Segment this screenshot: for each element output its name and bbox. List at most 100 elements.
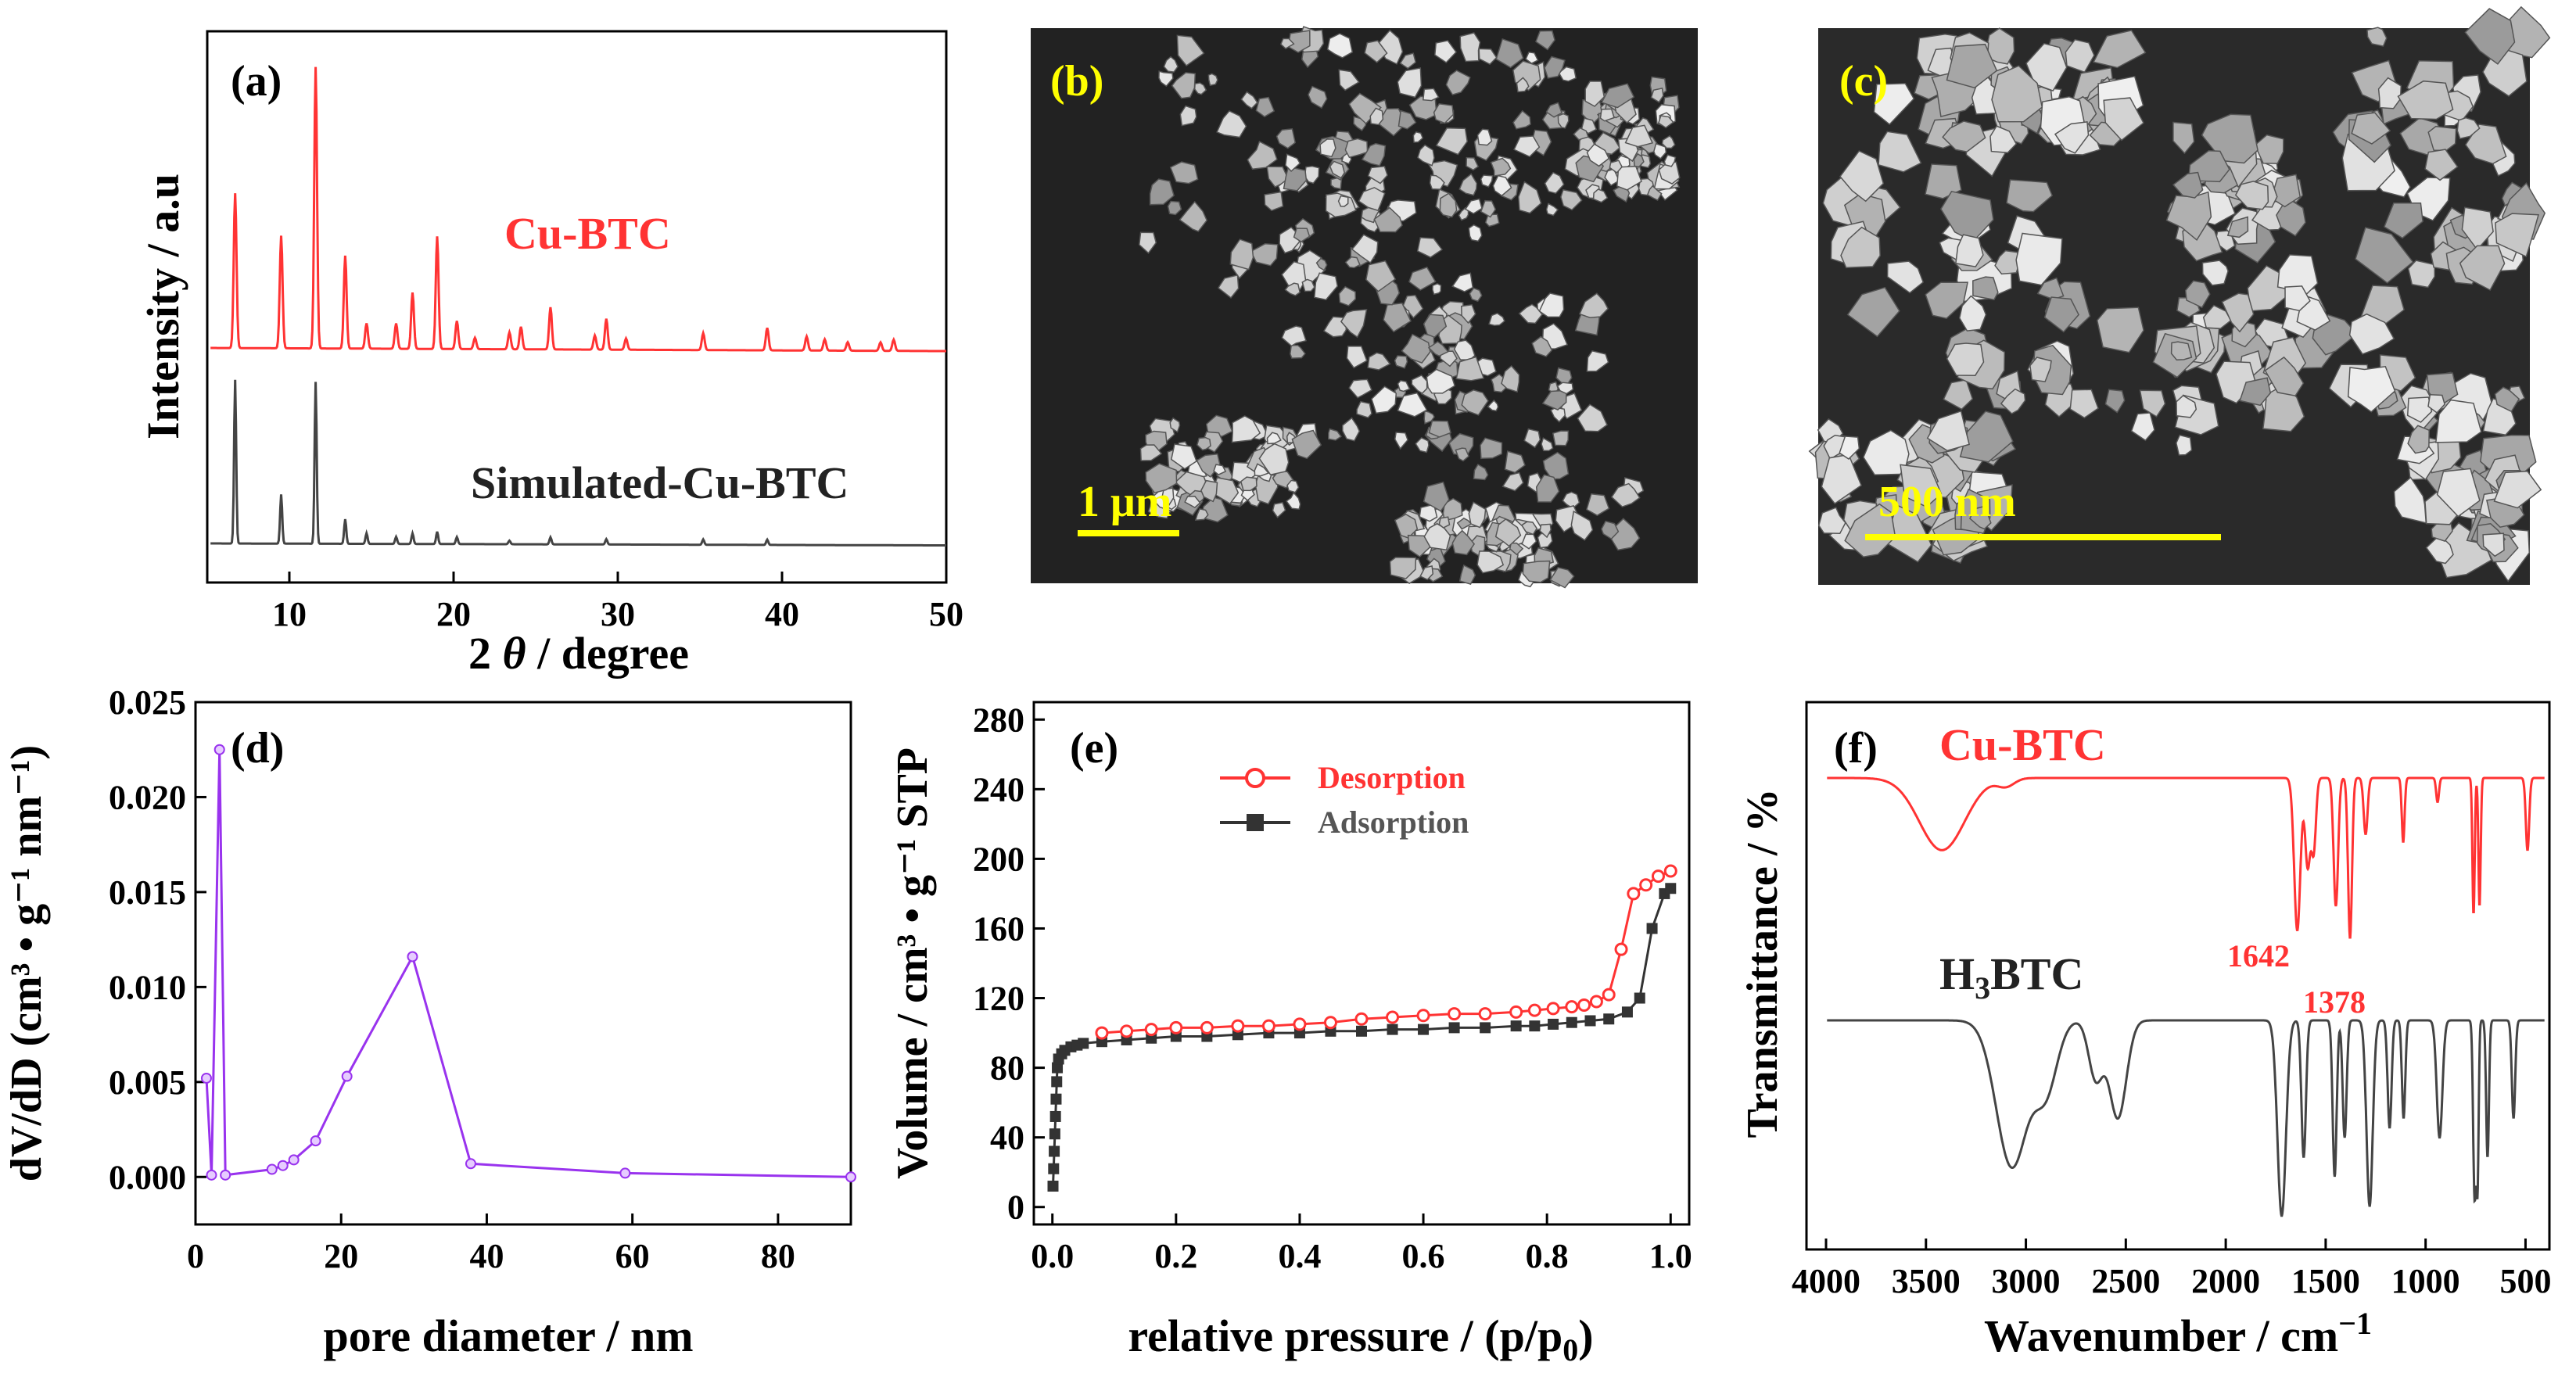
panel-f-xlabel: Wavenumber / cm−1 bbox=[1984, 1306, 2372, 1361]
panel-f-ylabel: Transmittance / % bbox=[1738, 789, 1787, 1138]
sem-particle bbox=[1478, 48, 1498, 66]
sem-particle bbox=[1592, 188, 1609, 203]
panel-e-ylabel: Volume / cm³ • g⁻¹ STP bbox=[888, 747, 937, 1179]
panel-e-adsorption-point bbox=[1621, 1006, 1633, 1018]
sem-particle bbox=[1586, 493, 1610, 517]
panel-e-desorption-point bbox=[1546, 1002, 1560, 1016]
panel-e-desorption-point bbox=[1200, 1020, 1214, 1034]
sem-particle bbox=[1577, 403, 1608, 432]
sem-particle bbox=[2348, 313, 2395, 355]
panel-e-adsorption-point bbox=[1418, 1023, 1430, 1035]
sem-particle bbox=[1545, 203, 1559, 217]
sem-particle bbox=[1584, 81, 1606, 107]
panel-f-label: (f) bbox=[1834, 724, 1878, 773]
sem-particle bbox=[1650, 87, 1664, 103]
sem-particle bbox=[1326, 33, 1354, 59]
sem-particle bbox=[1356, 400, 1372, 418]
panel-f-ticks: 4000 3500 3000 2500 2000 1500 1000 500 bbox=[1792, 1239, 2551, 1300]
sem-particle bbox=[1442, 497, 1463, 522]
sem-particle bbox=[1344, 256, 1361, 269]
panel-e-y-tick-label: 80 bbox=[990, 1049, 1024, 1088]
sem-particle bbox=[2276, 254, 2319, 295]
sem-particle bbox=[1364, 40, 1388, 63]
panel-e-desorption-point bbox=[1577, 998, 1591, 1012]
sem-particle bbox=[2172, 121, 2195, 155]
sem-particle bbox=[1490, 157, 1512, 177]
sem-particle bbox=[1397, 109, 1417, 130]
panel-e-desorption-point bbox=[1627, 887, 1641, 901]
panel-f-cubtc-label: Cu-BTC bbox=[1939, 719, 2106, 770]
sem-particle bbox=[1348, 92, 1382, 125]
panel-e-adsorption-point bbox=[1584, 1015, 1596, 1027]
sem-particle bbox=[1573, 127, 1589, 141]
panel-e-adsorption-point bbox=[1646, 923, 1658, 934]
sem-particle bbox=[2456, 117, 2481, 140]
sem-particle bbox=[1455, 356, 1485, 382]
sem-particle bbox=[1541, 322, 1569, 350]
panel-d-point bbox=[200, 1072, 212, 1084]
sem-particle bbox=[2360, 285, 2405, 325]
panel-e-desorption-point bbox=[1663, 864, 1677, 878]
sem-particle bbox=[1313, 272, 1339, 301]
sem-particle bbox=[1466, 156, 1480, 171]
sem-particle bbox=[2234, 181, 2269, 210]
sem-particle bbox=[2495, 213, 2539, 258]
sem-particle bbox=[1158, 70, 1174, 88]
panel-a-x-tick-label: 10 bbox=[272, 595, 307, 633]
sem-particle bbox=[2397, 80, 2454, 120]
legend-desorption-label: Desorption bbox=[1318, 760, 1466, 795]
legend-adsorption-marker bbox=[1247, 814, 1264, 831]
sem-particle bbox=[1862, 429, 1910, 475]
panel-d-x-tick-label: 80 bbox=[761, 1237, 795, 1275]
panel-e-adsorption-point bbox=[1480, 1022, 1491, 1034]
sem-particle bbox=[1285, 491, 1301, 511]
sem-particle bbox=[1401, 333, 1431, 364]
sem-particle bbox=[1291, 429, 1322, 460]
panel-a-x-tick-label: 40 bbox=[765, 595, 799, 633]
panel-e-adsorption-point bbox=[1052, 1062, 1064, 1074]
sem-particle bbox=[1535, 30, 1555, 51]
sem-particle bbox=[2464, 8, 2516, 65]
panel-e-adsorption-point bbox=[1049, 1128, 1060, 1140]
panel-a-x-tick-label: 20 bbox=[436, 595, 471, 633]
panel-e-desorption-point bbox=[1565, 1000, 1579, 1014]
sem-particle bbox=[1560, 188, 1583, 211]
sem-particle bbox=[1383, 302, 1412, 333]
sem-particle bbox=[1817, 507, 1846, 535]
sem-particle bbox=[1943, 378, 1974, 410]
panel-f-h3btc-label: H3BTC bbox=[1939, 948, 2083, 1006]
sem-particle bbox=[2170, 341, 2193, 361]
sem-particle bbox=[1229, 238, 1254, 271]
sem-particle bbox=[1283, 166, 1308, 192]
sem-particle bbox=[1878, 131, 1922, 173]
panel-e-desorption-point bbox=[1589, 995, 1603, 1009]
sem-particle bbox=[2226, 216, 2249, 238]
sem-particle bbox=[2221, 292, 2255, 333]
sem-particle bbox=[1657, 115, 1674, 129]
sem-particle bbox=[2383, 202, 2424, 239]
sem-particle bbox=[1293, 228, 1311, 243]
sem-particle bbox=[2184, 280, 2211, 309]
panel-e-desorption-point bbox=[1602, 988, 1616, 1002]
sem-particle bbox=[1586, 143, 1610, 167]
panel-f-x-tick-label: 2000 bbox=[2191, 1262, 2260, 1300]
panel-f-x-tick-label: 3000 bbox=[1992, 1262, 2061, 1300]
sem-particle bbox=[1258, 443, 1290, 476]
panel-e-adsorption-point bbox=[1050, 1093, 1062, 1105]
sem-particle bbox=[1207, 73, 1218, 87]
sem-particle bbox=[1434, 40, 1457, 63]
sem-particle bbox=[1942, 120, 1986, 152]
panel-e-y-tick-label: 120 bbox=[973, 980, 1024, 1018]
sem-particle bbox=[1461, 303, 1476, 324]
panel-f-x-tick-label: 3500 bbox=[1892, 1262, 1961, 1300]
sem-particle bbox=[1544, 171, 1565, 195]
panel-e-y-tick-label: 160 bbox=[973, 909, 1024, 948]
sem-particle bbox=[1451, 272, 1474, 292]
sem-particle bbox=[2276, 196, 2306, 237]
panel-d-point bbox=[619, 1167, 631, 1179]
sem-particle bbox=[2176, 434, 2193, 456]
sem-particle bbox=[1412, 131, 1424, 143]
sem-particle bbox=[1469, 287, 1483, 303]
sem-particle bbox=[1196, 436, 1211, 451]
panel-e-y-tick-label: 40 bbox=[990, 1119, 1024, 1157]
